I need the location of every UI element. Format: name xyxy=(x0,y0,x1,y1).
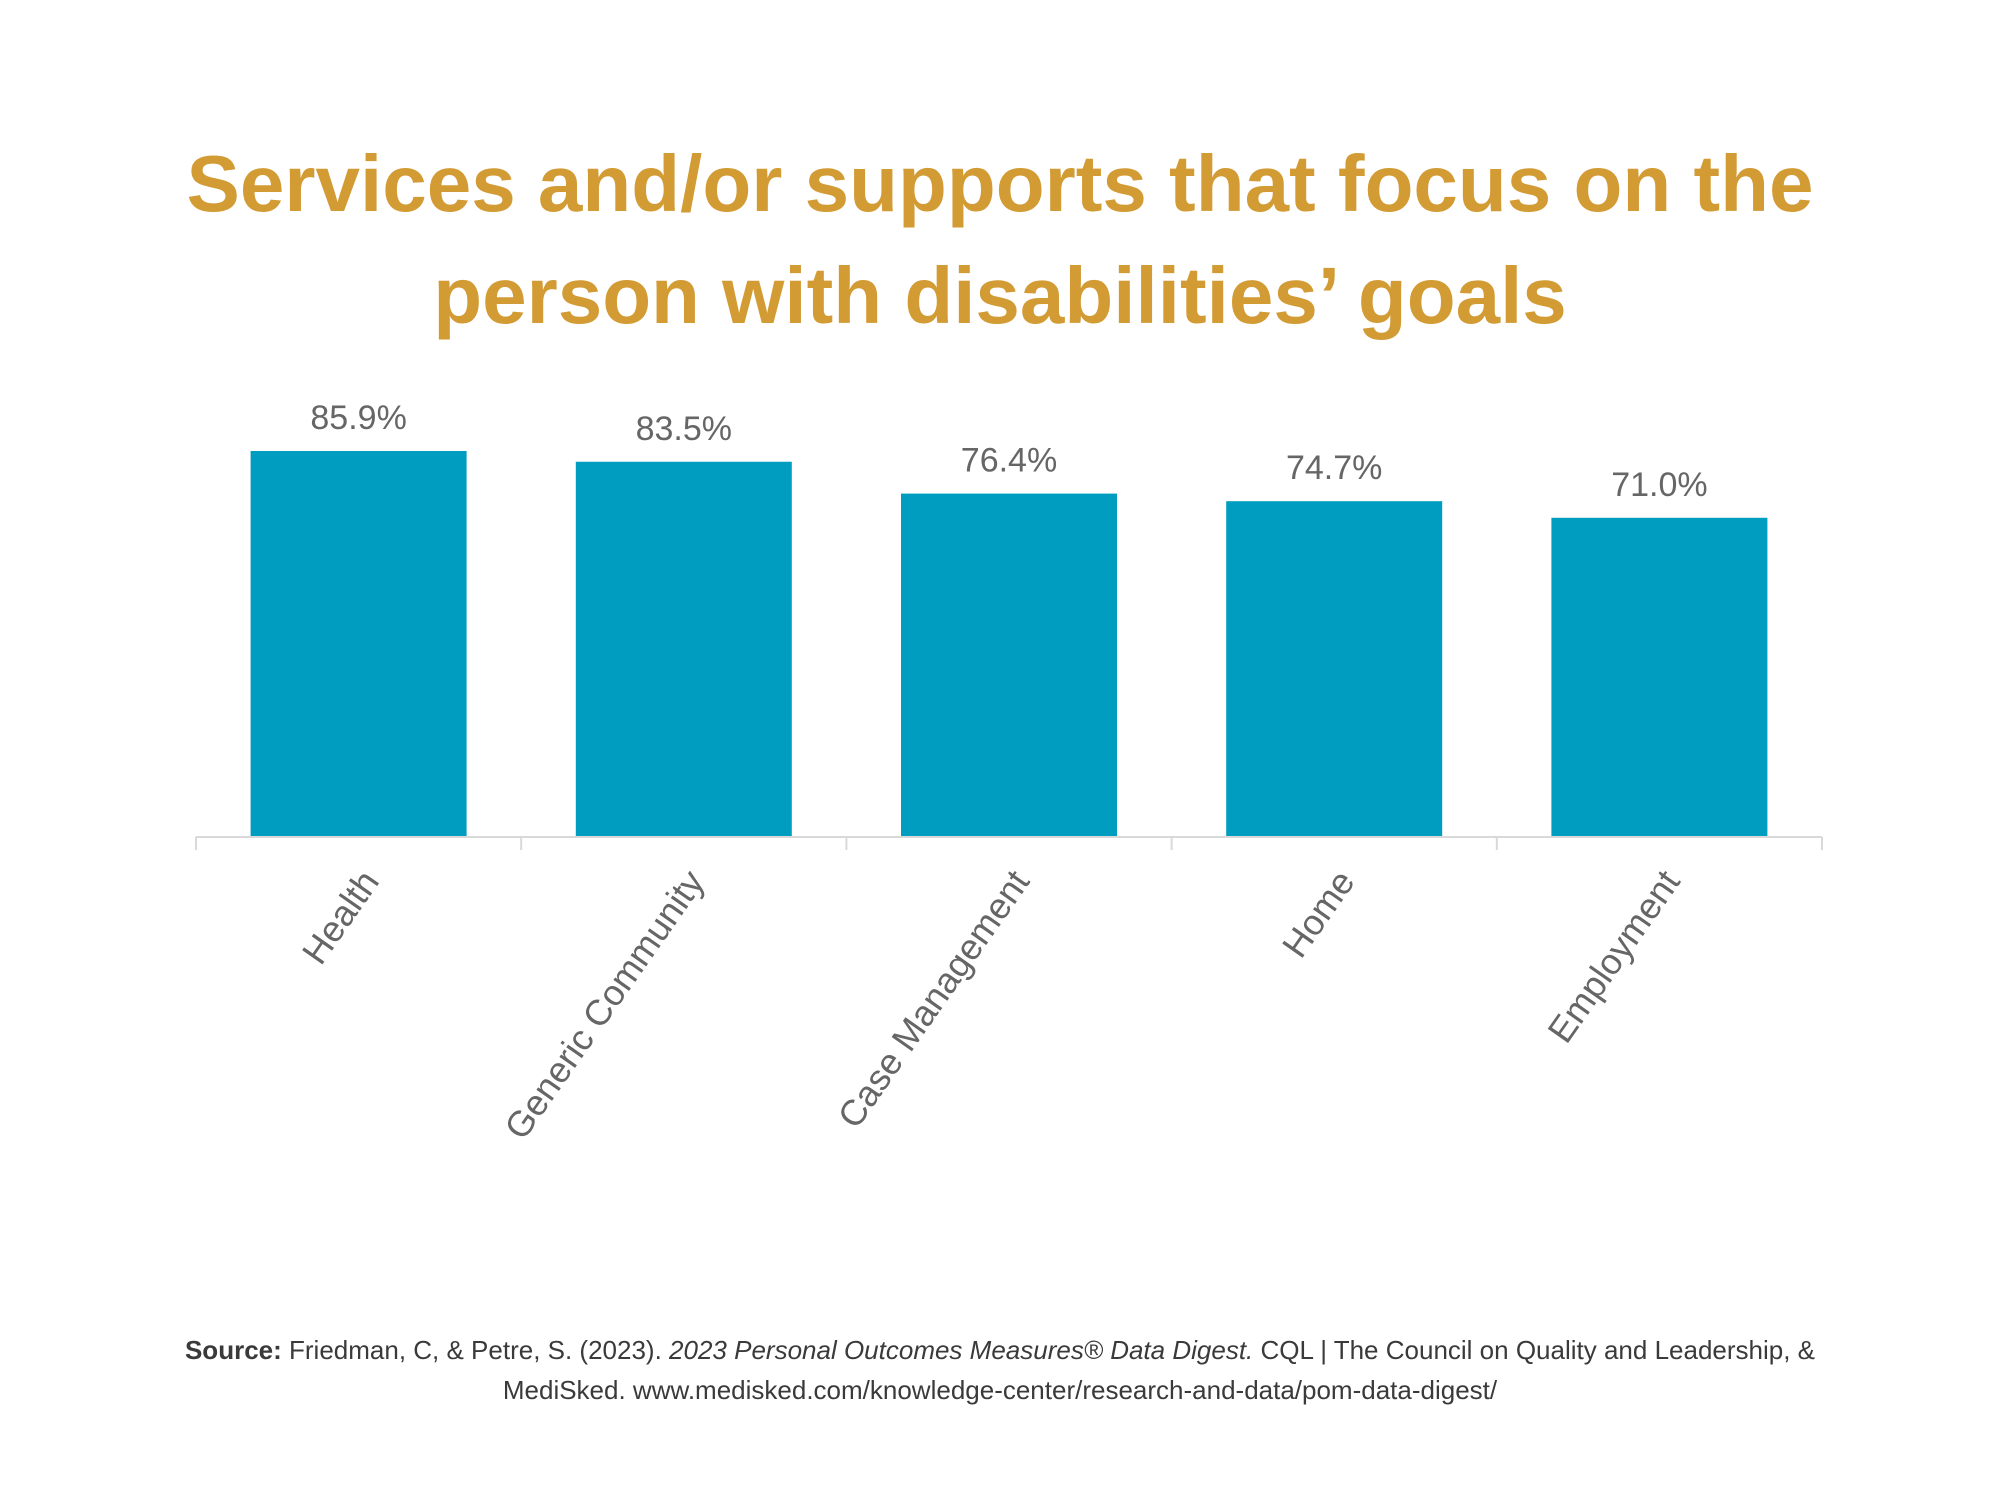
category-label-employment: Employment xyxy=(1539,863,1687,1050)
category-label-home: Home xyxy=(1274,863,1363,965)
bar-home xyxy=(1226,501,1443,836)
value-label-health: 85.9% xyxy=(310,399,406,437)
bar-health xyxy=(250,451,467,836)
source-note: Source: Friedman, C, & Petre, S. (2023).… xyxy=(150,1330,1850,1410)
source-label: Source: xyxy=(184,1335,282,1365)
source-italic-title: 2023 Personal Outcomes Measures® Data Di… xyxy=(669,1335,1254,1365)
source-text-after: CQL | The Council on Quality and Leaders… xyxy=(502,1335,1816,1405)
value-label-home: 74.7% xyxy=(1286,449,1382,487)
source-text-before: Friedman, C, & Petre, S. (2023). xyxy=(281,1335,670,1365)
category-labels-layer: Health Generic Community Case Management Ho… xyxy=(294,863,1688,1147)
bar-generic-community xyxy=(575,461,792,836)
category-label-health: Health xyxy=(294,863,387,972)
bar-case-management xyxy=(901,493,1117,836)
value-labels-layer: 85.9% 83.5% 76.4% 74.7% 71.0% xyxy=(310,399,1707,504)
value-label-case-management: 76.4% xyxy=(961,442,1057,480)
category-label-case-management: Case Management xyxy=(829,863,1037,1136)
bars-layer xyxy=(250,451,1768,836)
chart-title: Services and/or supports that focus on t… xyxy=(186,139,1814,340)
bar-employment xyxy=(1551,517,1768,836)
category-label-generic-community: Generic Community xyxy=(496,863,712,1147)
value-label-employment: 71.0% xyxy=(1611,466,1707,504)
x-axis xyxy=(195,836,1823,850)
value-label-generic-community: 83.5% xyxy=(636,410,732,448)
